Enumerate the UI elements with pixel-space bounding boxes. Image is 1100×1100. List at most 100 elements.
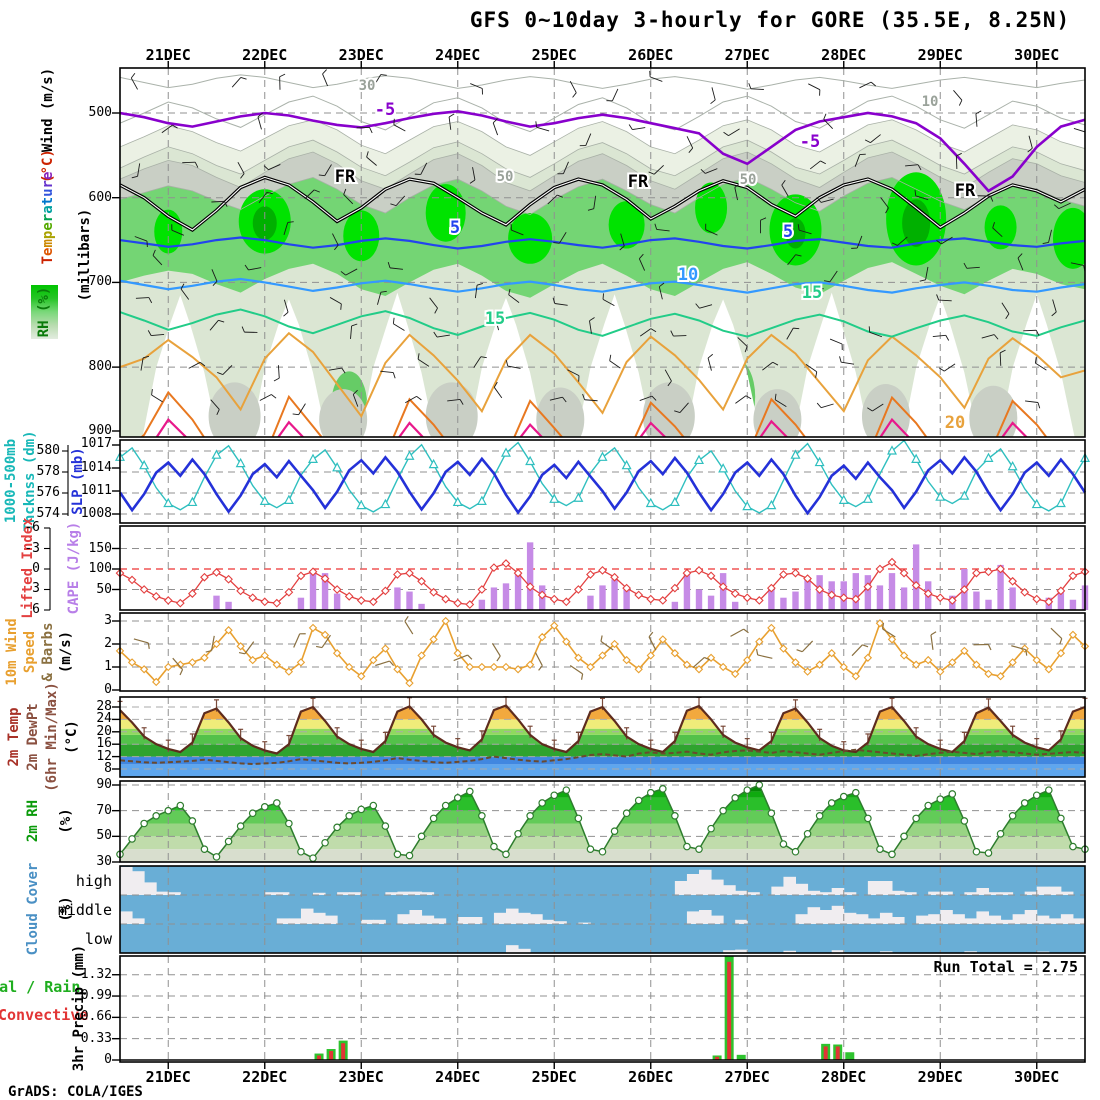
temp-tick: 12 xyxy=(96,748,112,764)
date-label-bottom: 27DEC xyxy=(724,1068,770,1086)
rh-tick: 30 xyxy=(96,853,112,869)
contour-label: FR xyxy=(335,167,356,187)
wind-speed-tick: 1 xyxy=(104,659,112,674)
rh2m-axis-label: 2m RH xyxy=(25,799,41,843)
temperature-letter: e xyxy=(40,171,56,181)
thickness-tick: 578 xyxy=(36,464,60,479)
precip-tick: 0.66 xyxy=(80,1009,112,1025)
wind10m-axis-label-1: 10m Wind xyxy=(4,618,20,686)
rh-axis-label: RH (%) xyxy=(36,286,52,338)
wind10m-panel xyxy=(115,613,1090,691)
slp-tick: 1014 xyxy=(80,460,112,475)
wind10m-axis-label-2: Speed xyxy=(22,630,38,674)
pressure-tick: 900 xyxy=(88,423,112,438)
pressure-tick: 600 xyxy=(88,189,112,205)
rh2m-panel xyxy=(116,781,1089,862)
thickness-tick: 580 xyxy=(36,443,60,458)
temperature-axis-label: Temperature xyxy=(40,172,56,265)
wind-speed-tick: 3 xyxy=(104,613,112,628)
temperature-letter: r xyxy=(40,180,56,189)
cloud-cover-panel xyxy=(120,866,1086,953)
rh-legend-swatch xyxy=(31,285,58,339)
precip-panel xyxy=(120,956,1085,1062)
thickness-axis-label-1: 1000-500mb xyxy=(3,438,19,524)
pressure-tick: 500 xyxy=(88,105,112,120)
date-label-bottom: 29DEC xyxy=(917,1068,963,1086)
precip-tick: 0 xyxy=(104,1052,112,1067)
wind-speed-tick: 2 xyxy=(104,636,112,651)
temp-tick: 28 xyxy=(96,699,112,714)
wind-speed-tick: 0 xyxy=(104,682,112,697)
temp-tick: 8 xyxy=(104,761,112,776)
slp-axis-label: SLP (mb) xyxy=(70,447,86,515)
minmax-axis-label: (6hr Min/Max) xyxy=(44,682,60,792)
cloud-row-low: low xyxy=(84,930,112,948)
contour-label: FR xyxy=(628,172,649,192)
precip-tick: 1.32 xyxy=(80,966,112,982)
date-label-bottom: 23DEC xyxy=(338,1068,384,1086)
date-label-top: 21DEC xyxy=(145,46,191,64)
temperature-letter: a xyxy=(40,205,56,214)
pressure-tick: 700 xyxy=(88,274,112,290)
rh-tick: 70 xyxy=(96,802,112,818)
lifted-index-tick: -6 xyxy=(24,520,40,535)
cape-tick: 100 xyxy=(88,561,112,576)
slp-thickness-panel xyxy=(115,439,1090,523)
contour-label: -5 xyxy=(375,100,395,120)
contour-label: 50 xyxy=(740,172,757,188)
date-label-top: 30DEC xyxy=(1014,46,1060,64)
date-label-bottom: 26DEC xyxy=(628,1068,674,1086)
temperature-letter: e xyxy=(40,247,56,256)
temp2m-axis-label: 2m Temp xyxy=(6,707,22,767)
run-total: Run Total = 2.75 xyxy=(933,958,1079,976)
thickness-tick: 576 xyxy=(36,485,60,500)
rh-tick: 90 xyxy=(96,777,112,792)
contour-label: FR xyxy=(955,181,976,201)
date-label-top: 26DEC xyxy=(628,46,674,64)
precip-tick: 0.99 xyxy=(80,988,112,1004)
cloud-row-middle: middle xyxy=(57,901,112,919)
cape-li-panel xyxy=(115,526,1090,610)
contour-label: 5 xyxy=(450,218,460,238)
dewpt-axis-label: 2m DewPt xyxy=(25,703,41,771)
contour-label: 20 xyxy=(945,413,965,433)
date-label-top: 22DEC xyxy=(242,46,288,64)
lifted-index-tick: 3 xyxy=(32,581,40,597)
contour-label: 10 xyxy=(678,265,698,285)
date-label-top: 25DEC xyxy=(531,46,577,64)
rh-tick: 50 xyxy=(96,828,112,844)
temp-tick: 16 xyxy=(96,736,112,752)
date-label-top: 27DEC xyxy=(724,46,770,64)
barbs-axis-label: & Barbs xyxy=(40,622,56,682)
thickness-tick: 574 xyxy=(36,506,60,521)
contour-label: 30 xyxy=(359,78,376,94)
lifted-index-tick: 0 xyxy=(32,561,40,576)
pressure-tick: 800 xyxy=(88,359,112,375)
slp-tick: 1008 xyxy=(80,506,112,521)
grads-credit: GrADS: COLA/IGES xyxy=(8,1084,143,1100)
precip-tick: 0.33 xyxy=(80,1030,112,1046)
contour-label: 10 xyxy=(922,94,939,110)
temp2m-panel xyxy=(117,696,1088,777)
cape-tick: 50 xyxy=(96,581,112,597)
temp-tick: 24 xyxy=(96,711,112,727)
precip-convective-label: Convective xyxy=(0,1006,89,1024)
temperature-letter: m xyxy=(40,239,56,248)
temperature-letter: r xyxy=(40,213,56,223)
contour-label: 15 xyxy=(802,283,822,303)
temperature-letter: T xyxy=(40,255,56,265)
date-label-bottom: 25DEC xyxy=(531,1068,577,1086)
contour-label: 50 xyxy=(497,169,514,185)
temp-tick: 20 xyxy=(96,723,112,739)
slp-tick: 1011 xyxy=(80,483,112,498)
page-title: GFS 0~10day 3-hourly for GORE (35.5E, 8.… xyxy=(469,8,1071,32)
date-label-top: 24DEC xyxy=(435,46,481,64)
lifted-index-tick: 6 xyxy=(32,601,40,617)
date-label-top: 28DEC xyxy=(821,46,867,64)
slp-tick: 1017 xyxy=(80,436,112,451)
date-label-bottom: 24DEC xyxy=(435,1068,481,1086)
date-label-bottom: 30DEC xyxy=(1014,1068,1060,1086)
lifted-index-tick: -3 xyxy=(24,540,40,556)
contour-label: 5 xyxy=(783,222,793,242)
